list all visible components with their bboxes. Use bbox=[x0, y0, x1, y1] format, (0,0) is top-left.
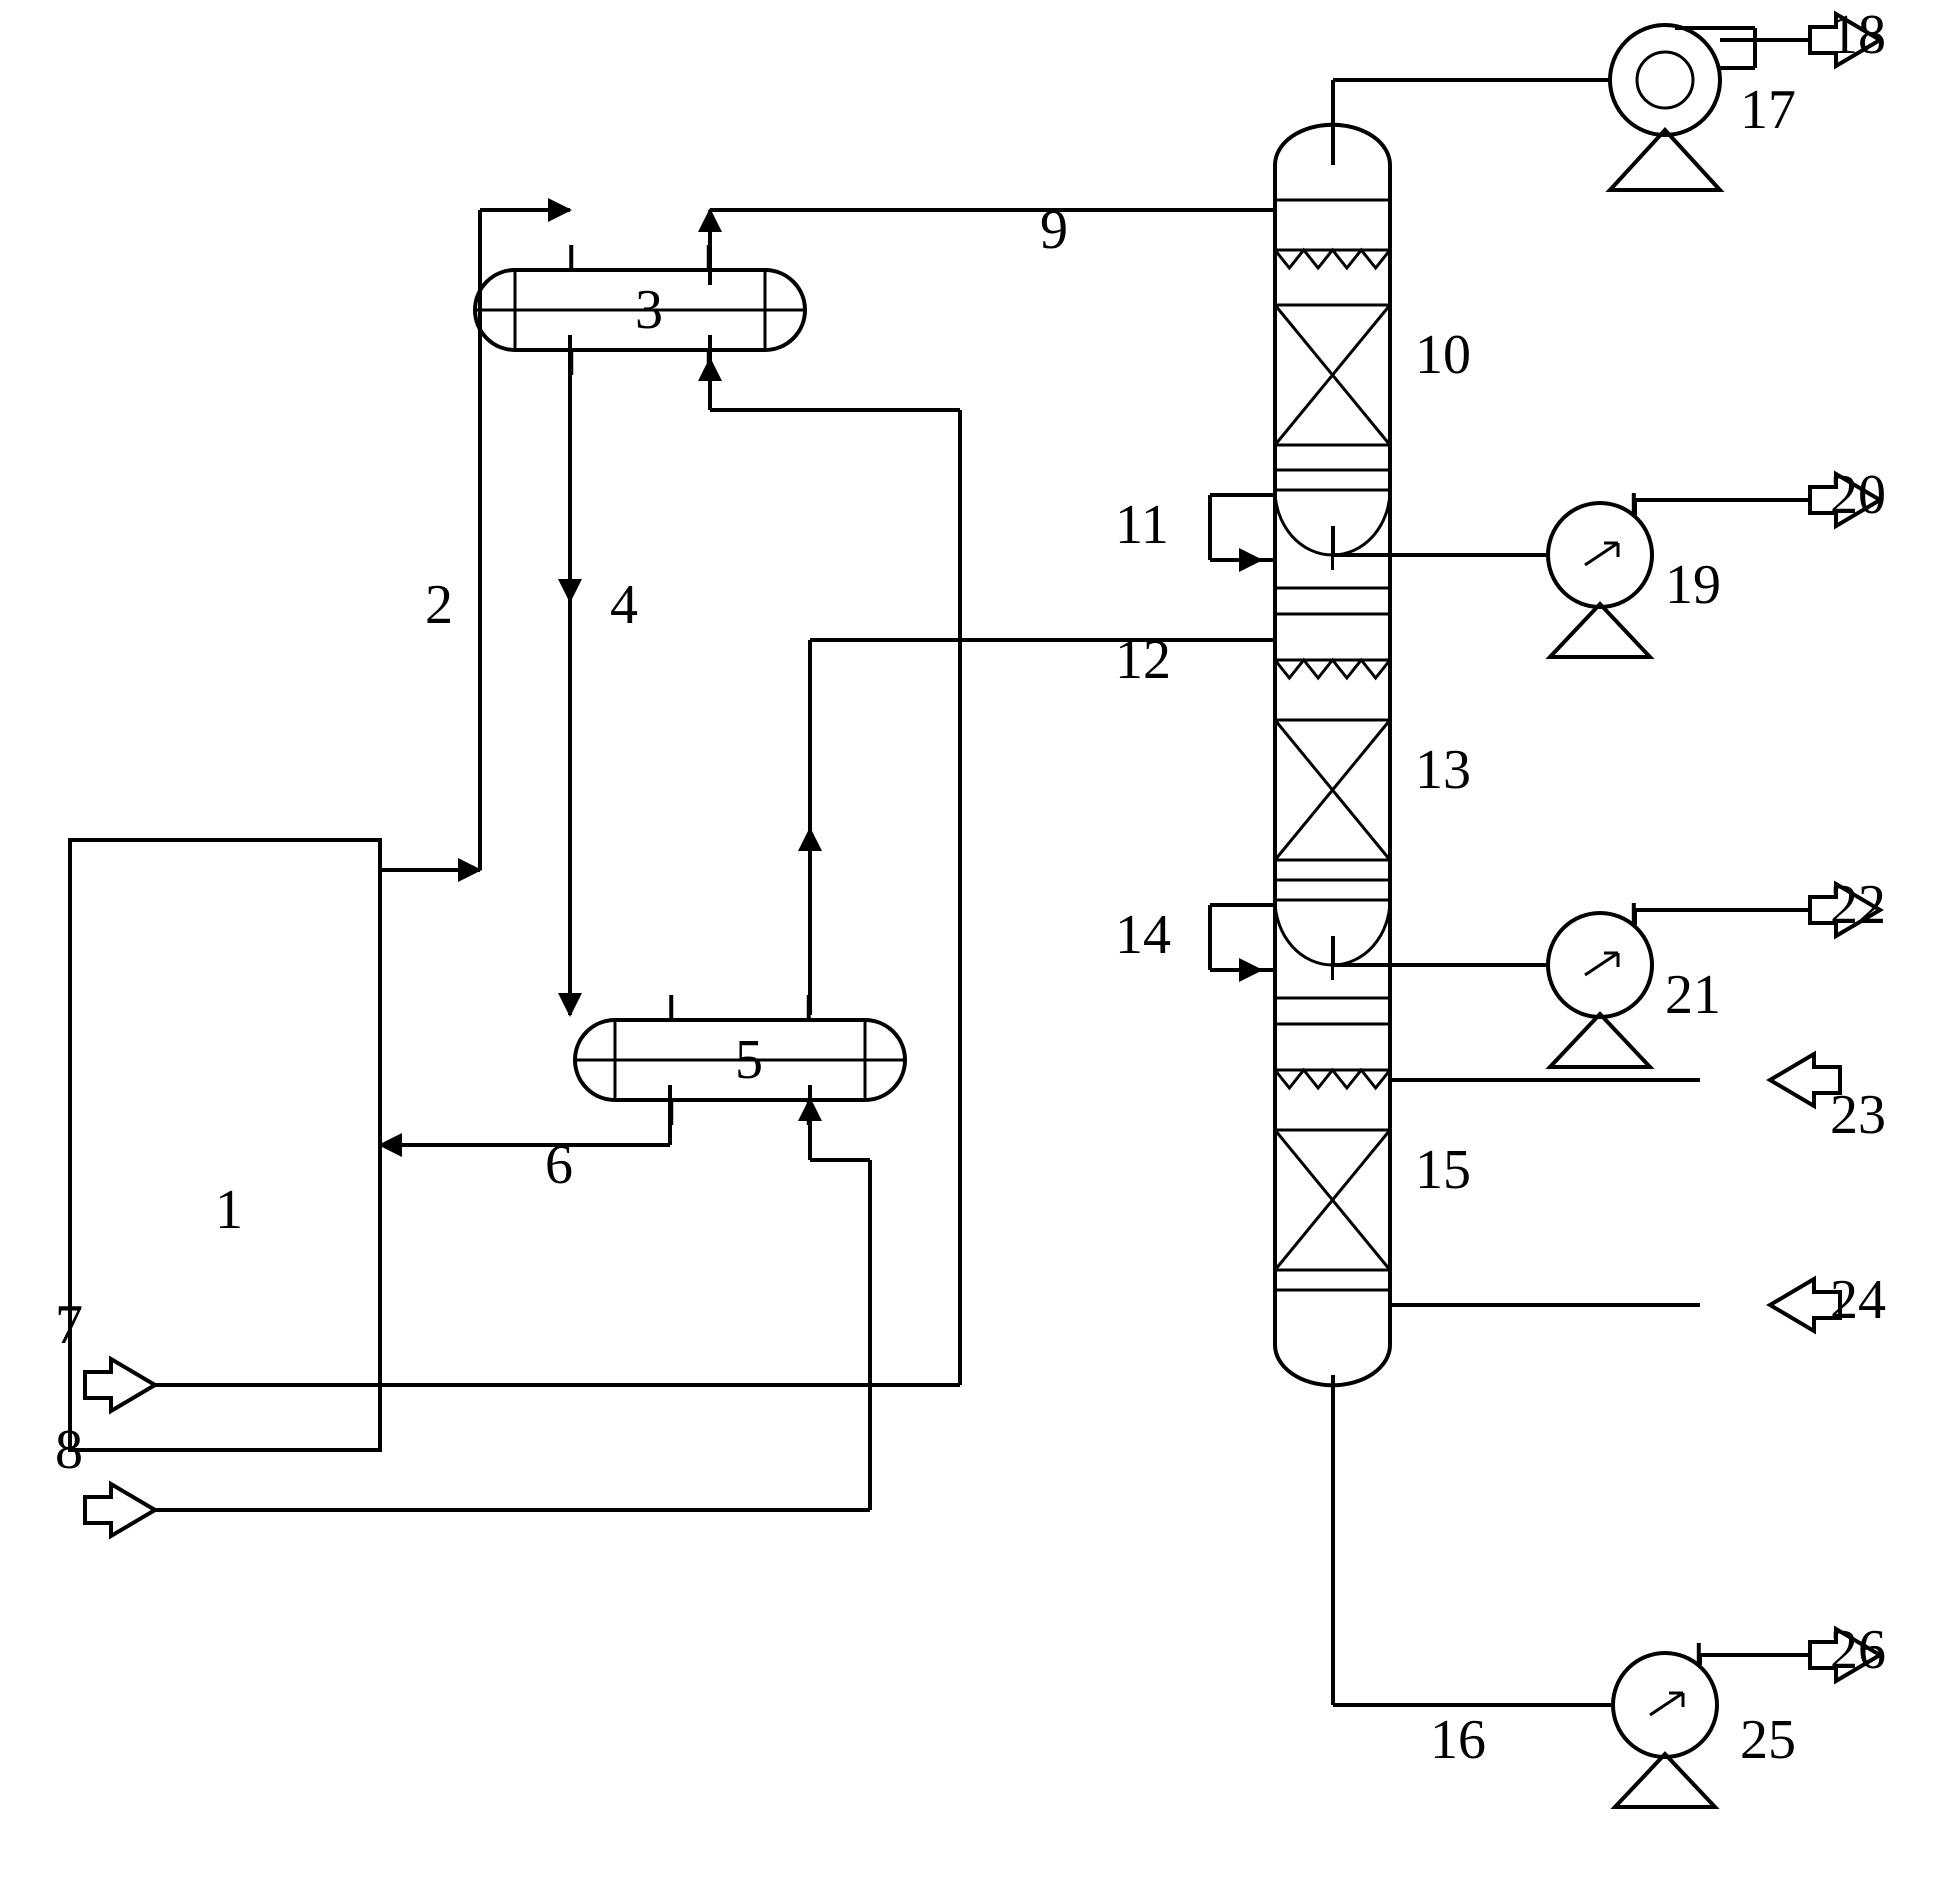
label-n20: 20 bbox=[1830, 464, 1886, 526]
label-n11: 11 bbox=[1115, 494, 1169, 556]
label-n21: 21 bbox=[1665, 964, 1721, 1026]
block-1 bbox=[70, 840, 380, 1450]
label-n10: 10 bbox=[1415, 324, 1471, 386]
distributor-tray bbox=[1275, 250, 1390, 268]
label-n9: 9 bbox=[1040, 199, 1068, 261]
label-n25: 25 bbox=[1740, 1709, 1796, 1771]
label-n24: 24 bbox=[1830, 1269, 1886, 1331]
label-n23: 23 bbox=[1830, 1084, 1886, 1146]
label-n12: 12 bbox=[1115, 629, 1171, 691]
label-n4: 4 bbox=[610, 574, 638, 636]
inlet-arrow-a7 bbox=[85, 1359, 155, 1411]
label-n19: 19 bbox=[1665, 554, 1721, 616]
label-n18: 18 bbox=[1830, 4, 1886, 66]
label-n14: 14 bbox=[1115, 904, 1171, 966]
label-n1: 1 bbox=[215, 1179, 243, 1241]
label-n16: 16 bbox=[1430, 1709, 1486, 1771]
fan-17 bbox=[1610, 25, 1720, 135]
label-n17: 17 bbox=[1740, 79, 1796, 141]
label-n13: 13 bbox=[1415, 739, 1471, 801]
label-n26: 26 bbox=[1830, 1619, 1886, 1681]
label-n8: 8 bbox=[55, 1419, 83, 1481]
label-n6: 6 bbox=[545, 1134, 573, 1196]
label-n3: 3 bbox=[635, 279, 663, 341]
inlet-arrow-a8 bbox=[85, 1484, 155, 1536]
label-n15: 15 bbox=[1415, 1139, 1471, 1201]
label-n7: 7 bbox=[55, 1294, 83, 1356]
distributor-tray bbox=[1275, 1070, 1390, 1088]
label-n5: 5 bbox=[735, 1029, 763, 1091]
label-n22: 22 bbox=[1830, 874, 1886, 936]
label-n2: 2 bbox=[425, 574, 453, 636]
distributor-tray bbox=[1275, 660, 1390, 678]
